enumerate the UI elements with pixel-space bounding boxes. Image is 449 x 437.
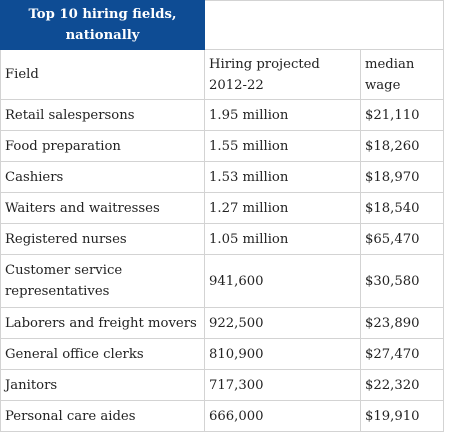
column-header-hiring: Hiring projected 2012-22 — [204, 49, 361, 100]
header-row: Field Hiring projected 2012-22 median wa… — [0, 49, 444, 100]
table-row: Cashiers 1.53 million $18,970 — [0, 161, 444, 193]
hiring-fields-table: Top 10 hiring fields, nationally Field H… — [0, 0, 444, 432]
column-header-wage-line-1: median — [365, 56, 415, 72]
cell-field: Waiters and waitresses — [0, 192, 205, 224]
cell-field: General office clerks — [0, 338, 205, 370]
cell-field: Laborers and freight movers — [0, 307, 205, 339]
cell-field: Janitors — [0, 369, 205, 401]
table-row: Personal care aides 666,000 $19,910 — [0, 400, 444, 432]
cell-hiring: 1.55 million — [204, 130, 361, 162]
cell-wage: $27,470 — [360, 338, 444, 370]
title-row: Top 10 hiring fields, nationally — [0, 0, 444, 50]
cell-field: Retail salespersons — [0, 99, 205, 131]
column-header-hiring-line-2: 2012-22 — [209, 77, 264, 93]
table-row: Registered nurses 1.05 million $65,470 — [0, 223, 444, 255]
table-row: Food preparation 1.55 million $18,260 — [0, 130, 444, 162]
cell-field: Personal care aides — [0, 400, 205, 432]
cell-hiring: 1.05 million — [204, 223, 361, 255]
table-row: Retail salespersons 1.95 million $21,110 — [0, 99, 444, 131]
table-title-line-1: Top 10 hiring fields, — [28, 7, 177, 22]
table-row: Waiters and waitresses 1.27 million $18,… — [0, 192, 444, 224]
cell-hiring: 666,000 — [204, 400, 361, 432]
column-header-wage-line-2: wage — [365, 77, 401, 93]
column-header-field-label: Field — [5, 67, 39, 82]
table-title: Top 10 hiring fields, nationally — [0, 0, 205, 50]
cell-wage: $19,910 — [360, 400, 444, 432]
cell-field: Food preparation — [0, 130, 205, 162]
table-row: Janitors 717,300 $22,320 — [0, 369, 444, 401]
cell-wage: $18,970 — [360, 161, 444, 193]
cell-hiring: 941,600 — [204, 254, 361, 308]
cell-hiring: 810,900 — [204, 338, 361, 370]
cell-hiring: 1.27 million — [204, 192, 361, 224]
column-header-hiring-line-1: Hiring projected — [209, 56, 320, 72]
table-title-line-2: nationally — [65, 28, 140, 43]
title-row-spacer — [204, 0, 444, 50]
cell-wage: $18,260 — [360, 130, 444, 162]
cell-wage: $23,890 — [360, 307, 444, 339]
cell-field: Cashiers — [0, 161, 205, 193]
column-header-wage: median wage — [360, 49, 444, 100]
table-row: Laborers and freight movers 922,500 $23,… — [0, 307, 444, 339]
cell-field: Customer service representatives — [0, 254, 205, 308]
cell-wage: $22,320 — [360, 369, 444, 401]
cell-wage: $65,470 — [360, 223, 444, 255]
cell-wage: $18,540 — [360, 192, 444, 224]
table-row: Customer service representatives 941,600… — [0, 254, 444, 308]
table-row: General office clerks 810,900 $27,470 — [0, 338, 444, 370]
cell-hiring: 1.53 million — [204, 161, 361, 193]
cell-wage: $21,110 — [360, 99, 444, 131]
cell-hiring: 922,500 — [204, 307, 361, 339]
cell-field: Registered nurses — [0, 223, 205, 255]
cell-wage: $30,580 — [360, 254, 444, 308]
column-header-field: Field — [0, 49, 205, 100]
cell-hiring: 717,300 — [204, 369, 361, 401]
cell-hiring: 1.95 million — [204, 99, 361, 131]
